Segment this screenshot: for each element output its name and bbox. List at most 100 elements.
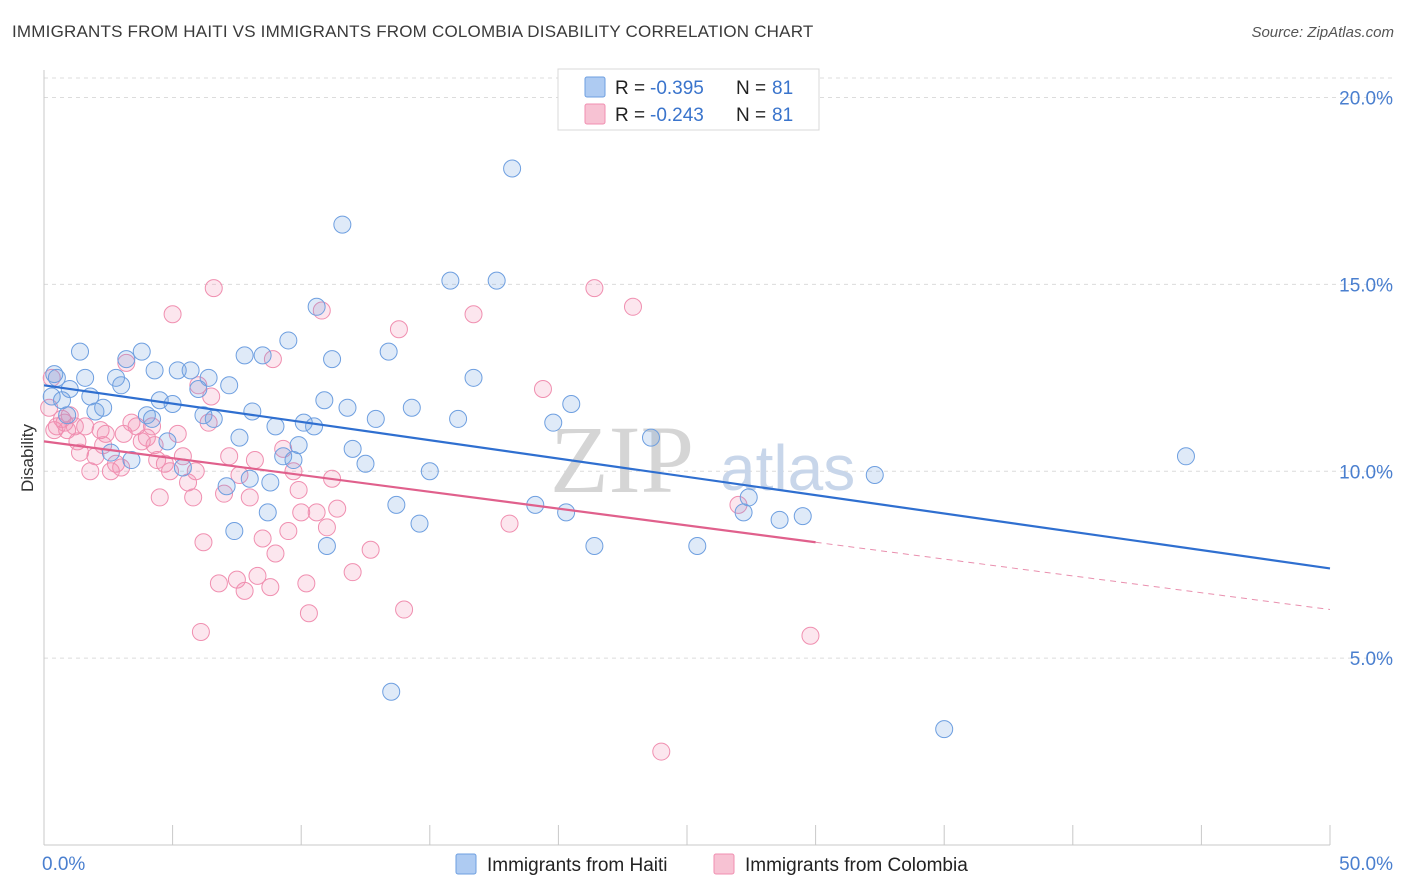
haiti-point xyxy=(562,394,581,413)
series-legend: Immigrants from Haiti Immigrants from Co… xyxy=(455,853,968,876)
haiti-point xyxy=(217,477,236,496)
legend-colombia-n-label: N = xyxy=(736,105,766,126)
y-tick-labels: 5.0% 10.0% 15.0% 20.0% xyxy=(1339,89,1393,671)
legend-colombia-r-label: R = xyxy=(615,105,645,126)
haiti-point xyxy=(204,409,223,428)
legend-colombia-n-value: 81 xyxy=(772,105,793,126)
haiti-point xyxy=(315,391,334,410)
colombia-point xyxy=(168,424,187,443)
haiti-point xyxy=(225,522,244,541)
colombia-point xyxy=(464,305,483,324)
haiti-point xyxy=(266,417,285,436)
legend-haiti-n-label: N = xyxy=(736,78,766,99)
haiti-point xyxy=(112,376,131,395)
colombia-point xyxy=(248,566,267,585)
legend-haiti-r-value: -0.395 xyxy=(650,78,704,99)
haiti-point xyxy=(117,350,136,369)
y-tick-label: 15.0% xyxy=(1339,275,1393,296)
haiti-point xyxy=(101,443,120,462)
haiti-point xyxy=(199,368,218,387)
colombia-point xyxy=(163,305,182,324)
colombia-point xyxy=(279,522,298,541)
haiti-point xyxy=(284,451,303,470)
haiti-point xyxy=(230,428,249,447)
haiti-point xyxy=(145,361,164,380)
haiti-point xyxy=(734,503,753,522)
colombia-point xyxy=(500,514,519,533)
colombia-point xyxy=(297,574,316,593)
haiti-point xyxy=(194,406,213,425)
colombia-points xyxy=(40,279,820,761)
haiti-point xyxy=(343,439,362,458)
colombia-point xyxy=(801,626,820,645)
colombia-point xyxy=(184,488,203,507)
haiti-point xyxy=(289,436,308,455)
legend-haiti-r-label: R = xyxy=(615,78,645,99)
bottom-legend-colombia-swatch xyxy=(713,853,735,875)
haiti-point xyxy=(770,510,789,529)
colombia-point xyxy=(215,484,234,503)
haiti-point xyxy=(235,346,254,365)
haiti-point xyxy=(307,297,326,316)
haiti-point xyxy=(317,537,336,555)
bottom-legend-haiti-label: Immigrants from Haiti xyxy=(487,855,668,876)
haiti-point xyxy=(464,368,483,387)
haiti-point xyxy=(323,350,342,369)
colombia-point xyxy=(235,581,254,600)
colombia-point xyxy=(209,574,228,593)
haiti-point xyxy=(158,432,177,451)
haiti-point xyxy=(793,507,812,526)
haiti-point xyxy=(258,503,277,522)
colombia-point xyxy=(71,443,90,462)
haiti-point xyxy=(1176,447,1195,466)
x-ticks xyxy=(43,825,1331,845)
haiti-point xyxy=(641,428,660,447)
colombia-point xyxy=(263,350,282,369)
colombia-point xyxy=(274,439,293,458)
haiti-point xyxy=(402,398,421,417)
haiti-point xyxy=(261,473,280,492)
y-axis-label: Disability xyxy=(18,423,37,492)
haiti-point xyxy=(441,271,460,290)
colombia-point xyxy=(261,578,280,597)
source-label: Source: ZipAtlas.com xyxy=(1251,24,1394,41)
haiti-point xyxy=(168,361,187,380)
colombia-point xyxy=(533,380,552,399)
colombia-trend-extension xyxy=(815,541,1331,611)
colombia-point xyxy=(292,503,311,522)
x-tick-label-min: 0.0% xyxy=(42,854,85,875)
haiti-point xyxy=(253,346,272,365)
colombia-point xyxy=(389,320,408,339)
haiti-point xyxy=(189,380,208,399)
y-tick-label: 10.0% xyxy=(1339,462,1393,483)
colombia-trend-line xyxy=(43,440,816,544)
haiti-point xyxy=(220,376,239,395)
colombia-point xyxy=(328,499,347,518)
watermark-atlas: atlas xyxy=(720,432,855,504)
colombia-point xyxy=(299,604,318,623)
haiti-point xyxy=(387,495,406,514)
trend-lines xyxy=(43,384,1331,611)
colombia-point xyxy=(289,480,308,499)
legend-colombia-swatch xyxy=(584,103,606,125)
haiti-point xyxy=(58,406,77,425)
haiti-point xyxy=(585,537,604,555)
haiti-points xyxy=(42,159,1195,739)
colombia-point xyxy=(317,518,336,537)
haiti-point xyxy=(487,271,506,290)
colombia-point xyxy=(652,742,671,761)
haiti-point xyxy=(544,413,563,432)
haiti-point xyxy=(739,488,758,507)
haiti-point xyxy=(94,398,113,417)
legend-colombia-r-value: -0.243 xyxy=(650,105,704,126)
grid-lines xyxy=(44,77,1393,659)
colombia-point xyxy=(143,417,162,436)
haiti-point xyxy=(305,417,324,436)
haiti-point xyxy=(688,537,707,555)
haiti-point xyxy=(173,458,192,477)
colombia-point xyxy=(117,353,136,372)
colombia-point xyxy=(623,297,642,316)
colombia-point xyxy=(189,376,208,395)
colombia-point xyxy=(112,458,131,477)
haiti-point xyxy=(132,342,151,361)
